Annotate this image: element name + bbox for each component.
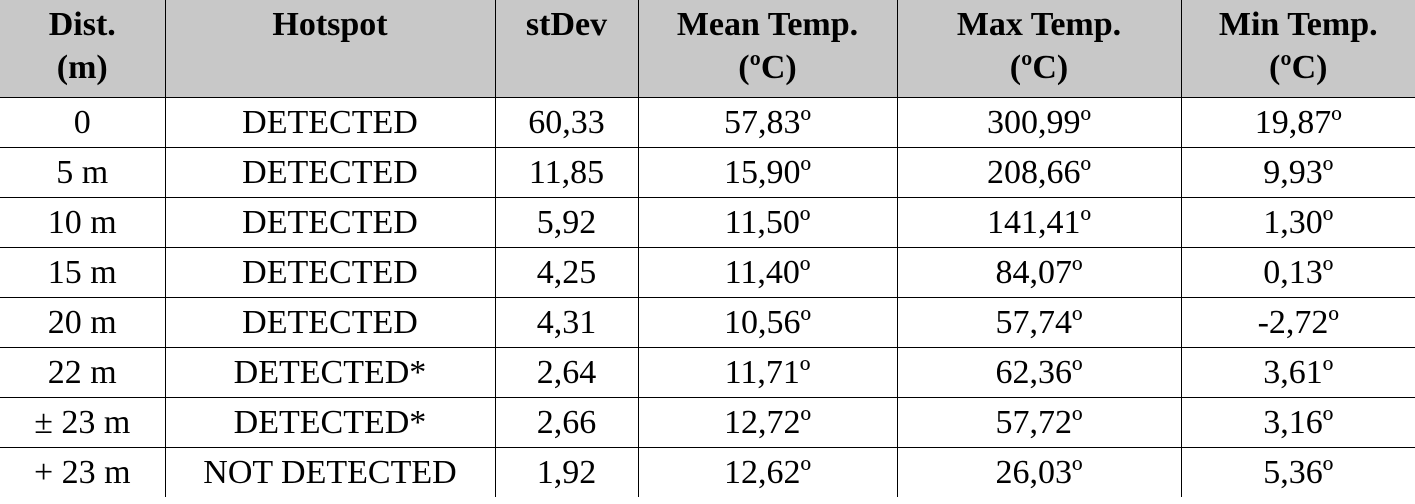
cell-hotspot: DETECTED — [164, 146, 496, 198]
cell-mean-temp: 10,56º — [637, 296, 898, 348]
header-row: Dist. (m) Hotspot stDev Mean Temp. (ºC) … — [0, 0, 1415, 98]
cell-hotspot: DETECTED — [164, 196, 496, 248]
table-row: ± 23 m DETECTED* 2,66 12,72º 57,72º 3,16… — [0, 396, 1415, 448]
header-max-temp: Max Temp. (ºC) — [896, 0, 1182, 98]
table-row: + 23 m NOT DETECTED 1,92 12,62º 26,03º 5… — [0, 446, 1415, 497]
cell-max-temp: 26,03º — [896, 446, 1182, 497]
table-row: 20 m DETECTED 4,31 10,56º 57,74º -2,72º — [0, 296, 1415, 348]
table-body: 0 DETECTED 60,33 57,83º 300,99º 19,87º 5… — [0, 96, 1415, 497]
cell-stdev: 4,25 — [494, 246, 639, 298]
cell-distance: 15 m — [0, 246, 166, 298]
cell-max-temp: 57,72º — [896, 396, 1182, 448]
cell-stdev: 11,85 — [494, 146, 639, 198]
cell-hotspot: DETECTED* — [164, 346, 496, 398]
header-stdev: stDev — [494, 0, 639, 98]
cell-hotspot: NOT DETECTED — [164, 446, 496, 497]
cell-stdev: 5,92 — [494, 196, 639, 248]
cell-min-temp: -2,72º — [1180, 296, 1415, 348]
cell-stdev: 4,31 — [494, 296, 639, 348]
cell-min-temp: 19,87º — [1180, 96, 1415, 148]
cell-stdev: 1,92 — [494, 446, 639, 497]
header-distance: Dist. (m) — [0, 0, 166, 98]
table-row: 5 m DETECTED 11,85 15,90º 208,66º 9,93º — [0, 146, 1415, 198]
table-row: 0 DETECTED 60,33 57,83º 300,99º 19,87º — [0, 96, 1415, 148]
cell-mean-temp: 12,62º — [637, 446, 898, 497]
cell-max-temp: 57,74º — [896, 296, 1182, 348]
cell-max-temp: 62,36º — [896, 346, 1182, 398]
cell-mean-temp: 11,40º — [637, 246, 898, 298]
table-row: 22 m DETECTED* 2,64 11,71º 62,36º 3,61º — [0, 346, 1415, 398]
cell-hotspot: DETECTED* — [164, 396, 496, 448]
cell-stdev: 60,33 — [494, 96, 639, 148]
cell-min-temp: 9,93º — [1180, 146, 1415, 198]
cell-max-temp: 208,66º — [896, 146, 1182, 198]
cell-stdev: 2,66 — [494, 396, 639, 448]
cell-distance: 22 m — [0, 346, 166, 398]
header-mean-temp: Mean Temp. (ºC) — [637, 0, 898, 98]
cell-min-temp: 1,30º — [1180, 196, 1415, 248]
header-hotspot: Hotspot — [164, 0, 496, 98]
cell-min-temp: 3,61º — [1180, 346, 1415, 398]
cell-min-temp: 3,16º — [1180, 396, 1415, 448]
cell-distance: ± 23 m — [0, 396, 166, 448]
cell-distance: + 23 m — [0, 446, 166, 497]
cell-mean-temp: 57,83º — [637, 96, 898, 148]
cell-distance: 0 — [0, 96, 166, 148]
cell-distance: 20 m — [0, 296, 166, 348]
cell-max-temp: 84,07º — [896, 246, 1182, 298]
cell-mean-temp: 12,72º — [637, 396, 898, 448]
cell-hotspot: DETECTED — [164, 246, 496, 298]
table-row: 15 m DETECTED 4,25 11,40º 84,07º 0,13º — [0, 246, 1415, 298]
cell-hotspot: DETECTED — [164, 296, 496, 348]
cell-stdev: 2,64 — [494, 346, 639, 398]
cell-mean-temp: 11,50º — [637, 196, 898, 248]
cell-min-temp: 0,13º — [1180, 246, 1415, 298]
cell-max-temp: 300,99º — [896, 96, 1182, 148]
cell-mean-temp: 11,71º — [637, 346, 898, 398]
cell-distance: 10 m — [0, 196, 166, 248]
cell-hotspot: DETECTED — [164, 96, 496, 148]
cell-min-temp: 5,36º — [1180, 446, 1415, 497]
header-min-temp: Min Temp. (ºC) — [1180, 0, 1415, 98]
cell-distance: 5 m — [0, 146, 166, 198]
table-row: 10 m DETECTED 5,92 11,50º 141,41º 1,30º — [0, 196, 1415, 248]
cell-mean-temp: 15,90º — [637, 146, 898, 198]
cell-max-temp: 141,41º — [896, 196, 1182, 248]
